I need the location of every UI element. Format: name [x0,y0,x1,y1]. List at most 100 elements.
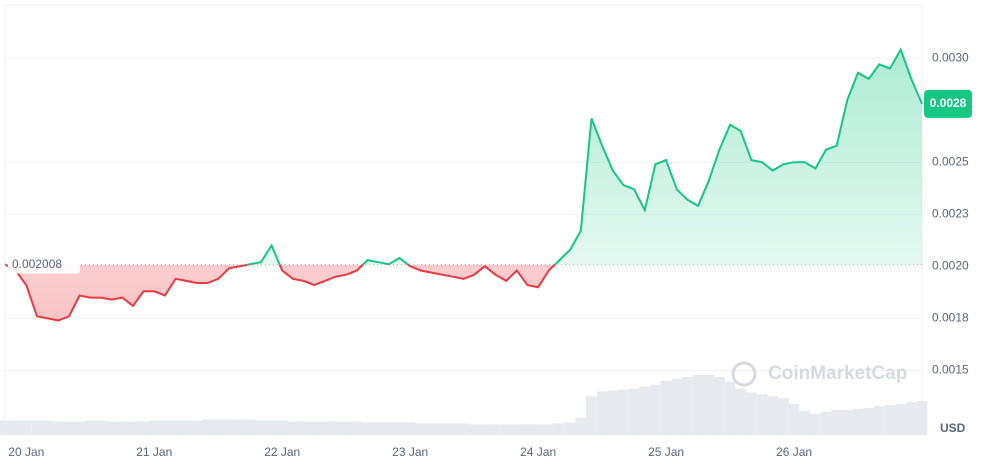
volume-bar [895,404,907,435]
volume-bar [42,420,53,435]
volume-bar [138,421,149,435]
volume-bar [340,421,352,435]
x-tick-label: 23 Jan [392,445,428,459]
volume-bar [31,420,43,435]
volume-bar [682,376,693,435]
volume-bar [52,421,64,435]
volume-bar [447,423,459,435]
x-tick-label: 20 Jan [8,445,44,459]
volume-bar [863,407,875,435]
current-price-label: 0.0028 [930,96,967,110]
volume-bar [767,396,779,435]
volume-bar [372,422,384,435]
volume-bar [287,421,299,435]
volume-bar [671,378,683,435]
volume-bar [191,420,203,435]
volume-bar [703,375,715,435]
volume-bar [319,421,331,435]
volume-bar [692,375,704,435]
volume-bar [0,420,11,435]
volume-bar [74,421,85,435]
volume-bar [500,424,512,435]
price-line-up [4,47,923,265]
volume-bar [20,420,32,435]
volume-bar [202,419,213,435]
volume-bar [842,409,853,435]
volume-bar [906,402,917,435]
y-tick-label: 0.0020 [932,259,969,273]
volume-bar [490,424,501,435]
volume-bar [884,405,896,435]
y-tick-label: 0.0023 [932,206,969,220]
volume-bar [127,421,139,435]
price-line-down [4,264,557,322]
volume-bar [511,424,523,435]
volume-bar [532,424,544,435]
volume-bar [116,421,128,435]
volume-bar [714,376,725,435]
volume-bar [554,423,565,435]
baseline-label: 0.002008 [12,257,62,271]
volume-bar [159,420,171,435]
volume-bar [522,424,533,435]
volume-bar [383,422,395,435]
x-tick-label: 26 Jan [776,445,812,459]
volume-bar [735,388,747,435]
volume-layer [0,375,928,435]
area-up [5,49,922,265]
volume-bar [564,422,576,435]
volume-bar [394,422,405,435]
y-tick-label: 0.0030 [932,50,969,64]
volume-bar [660,380,672,435]
volume-bar [575,417,587,435]
volume-bar [255,420,267,435]
volume-bar [778,398,789,435]
volume-bar [607,390,619,435]
volume-bar [404,422,416,435]
volume-bar [788,404,800,435]
volume-bar [170,420,181,435]
volume-bar [180,420,192,435]
volume-bar [84,420,96,435]
baseline-label-bg [8,255,80,274]
y-tick-label: 0.0025 [932,154,969,168]
volume-bar [618,389,629,435]
volume-bar [266,420,277,435]
x-tick-label: 22 Jan [264,445,300,459]
current-price-badge [924,89,972,118]
volume-bar [468,424,480,435]
volume-bar [820,411,832,435]
volume-bar [756,394,768,435]
volume-bar [586,396,597,435]
volume-bar [234,419,245,435]
volume-bar [244,419,256,435]
volume-bar [426,423,437,435]
x-tick-label: 24 Jan [520,445,556,459]
volume-bar [810,413,821,435]
volume-bar [479,424,491,435]
x-tick-label: 21 Jan [136,445,172,459]
currency-label: USD [940,421,966,435]
volume-bar [628,388,640,435]
volume-bar [543,424,555,435]
volume-bar [436,423,448,435]
volume-bar [650,384,661,435]
area-down [5,264,922,321]
volume-bar [212,419,224,435]
volume-bar [95,420,107,435]
volume-bar [148,420,160,435]
x-tick-label: 25 Jan [648,445,684,459]
volume-bar [831,409,843,435]
volume-bar [415,423,427,435]
volume-bar [276,420,288,435]
volume-bar [298,421,309,435]
watermark-logo [731,361,757,387]
volume-bar [106,421,117,435]
volume-bar [852,408,864,435]
volume-bar [724,381,736,435]
volume-bar [799,410,811,435]
y-tick-label: 0.0018 [932,311,969,325]
y-tick-label: 0.0015 [932,363,969,377]
volume-bar [458,423,469,435]
